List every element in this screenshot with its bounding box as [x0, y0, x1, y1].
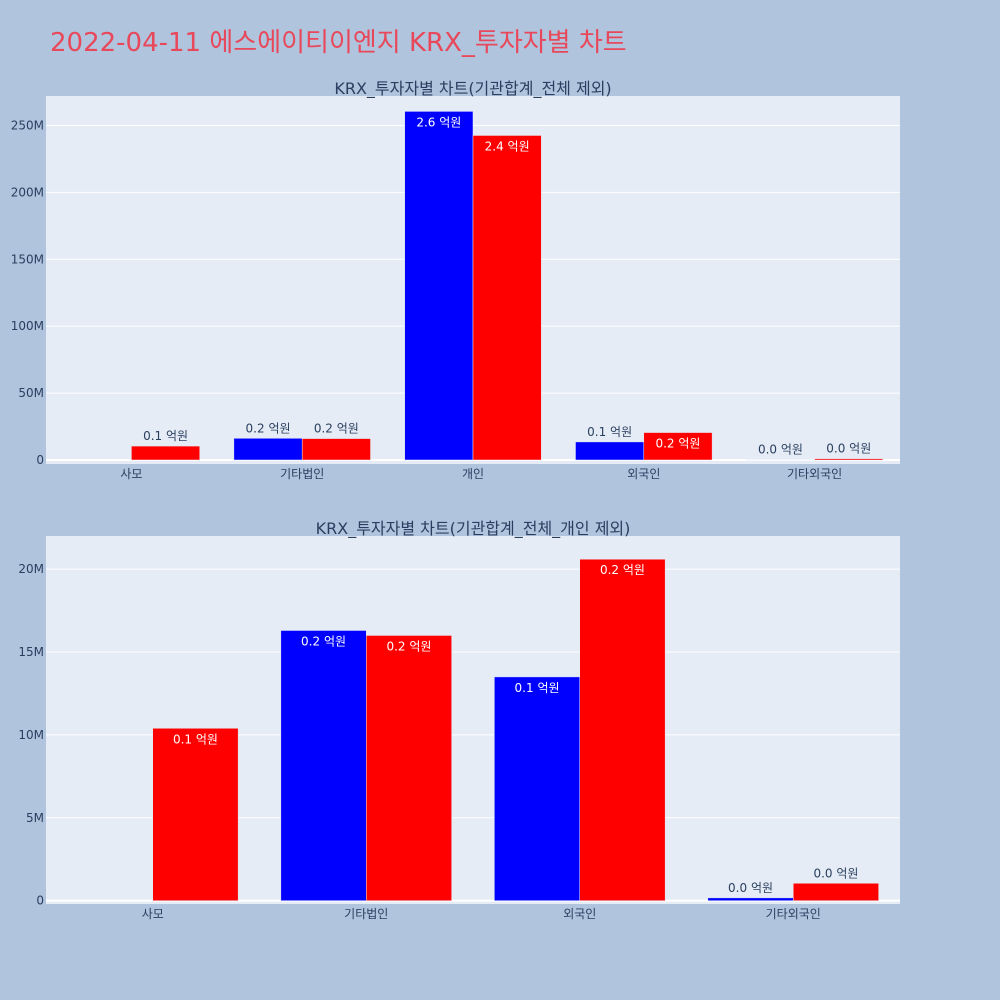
- x-tick-label: 기타외국인: [787, 467, 842, 481]
- data-label: 0.0 억원: [758, 443, 803, 457]
- data-label: 2.4 억원: [485, 139, 530, 153]
- bar: [152, 728, 239, 901]
- y-tick-label: 20M: [18, 562, 44, 576]
- chart-title: KRX_투자자별 차트(기관합계_전체 제외): [334, 79, 611, 99]
- x-tick-label: 외국인: [627, 467, 660, 481]
- y-tick-label: 50M: [18, 386, 44, 400]
- y-tick-label: 0: [36, 894, 44, 908]
- data-label: 0.1 억원: [515, 681, 560, 695]
- bar: [643, 432, 713, 461]
- chart-title: KRX_투자자별 차트(기관합계_전체_개인 제외): [316, 519, 631, 539]
- data-label: 0.2 억원: [314, 422, 359, 436]
- y-tick-label: 100M: [11, 319, 44, 333]
- data-label: 0.1 억원: [143, 429, 188, 443]
- bar: [707, 897, 794, 901]
- y-tick-label: 10M: [18, 728, 44, 742]
- x-tick-label: 기타외국인: [766, 907, 821, 921]
- bar: [575, 441, 645, 461]
- bar: [579, 558, 666, 901]
- investor-chart-excl-individual: 0 5M 10M 15M 20M KRX_투자자별 차트(기관합계_전체_개인 제외) 사모…: [18, 519, 900, 921]
- data-label: 0.1 억원: [173, 732, 218, 746]
- bar: [233, 438, 303, 461]
- data-label: 0.0 억원: [826, 442, 871, 456]
- y-tick-label: 250M: [11, 118, 44, 132]
- bar: [793, 883, 879, 901]
- page-title: 2022-04-11 에스에이티이엔지 KRX_투자자별 차트: [50, 28, 627, 58]
- bar: [280, 630, 367, 901]
- x-tick-label: 사모: [142, 907, 164, 921]
- x-tick-label: 개인: [462, 467, 484, 481]
- y-tick-label: 200M: [11, 185, 44, 199]
- data-label: 0.2 억원: [655, 437, 700, 451]
- data-label: 0.0 억원: [728, 881, 773, 895]
- data-label: 2.6 억원: [416, 115, 461, 129]
- y-tick-label: 5M: [26, 811, 44, 825]
- bar: [131, 445, 200, 461]
- data-label: 0.2 억원: [386, 639, 431, 653]
- bar: [494, 676, 581, 901]
- data-label: 0.2 억원: [600, 563, 645, 577]
- bar: [472, 135, 542, 461]
- x-tick-label: 기타법인: [280, 467, 324, 481]
- x-tick-label: 외국인: [563, 907, 596, 921]
- data-label: 0.2 억원: [246, 421, 291, 435]
- data-label: 0.2 억원: [301, 634, 346, 648]
- data-label: 0.1 억원: [587, 425, 632, 439]
- investor-chart-all: 0 50M 100M 150M 200M 250M KRX_투자자별 차트(기관합계_전체 …: [11, 79, 900, 481]
- y-tick-label: 150M: [11, 252, 44, 266]
- x-tick-label: 기타법인: [344, 907, 388, 921]
- bar: [366, 635, 452, 901]
- bar: [404, 111, 474, 461]
- bar: [301, 438, 371, 461]
- bar: [814, 458, 884, 461]
- data-label: 0.0 억원: [813, 866, 858, 880]
- y-tick-label: 0: [36, 453, 44, 467]
- x-tick-label: 사모: [120, 467, 142, 481]
- y-tick-label: 15M: [18, 645, 44, 659]
